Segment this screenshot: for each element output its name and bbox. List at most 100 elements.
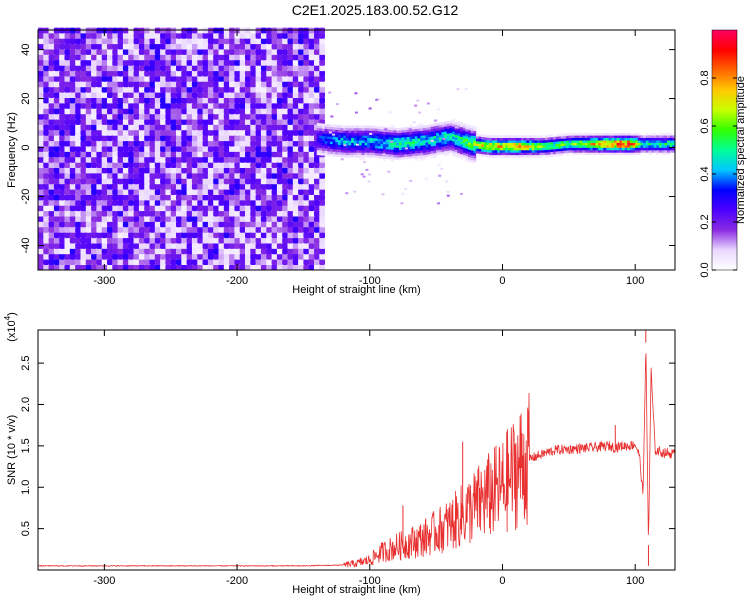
signal-cell [468, 125, 471, 128]
noise-cell [48, 156, 55, 163]
signal-cell [470, 133, 474, 136]
noise-cell [144, 119, 150, 125]
signal-cell [404, 154, 408, 157]
noise-cell [245, 103, 251, 109]
noise-cell [85, 200, 92, 206]
noise-cell [43, 108, 49, 115]
noise-cell [170, 54, 177, 61]
noise-cell [260, 38, 267, 45]
signal-cell [396, 130, 400, 134]
noise-cell [260, 65, 267, 72]
signal-cell [603, 132, 607, 136]
signal-cell [653, 135, 657, 138]
signal-cell [518, 135, 522, 138]
noise-cell [133, 65, 140, 72]
signal-cell [409, 124, 413, 127]
noise-cell [260, 92, 267, 98]
noise-cell [154, 108, 161, 115]
noise-cell [80, 59, 87, 66]
noise-cell [154, 92, 161, 98]
signal-cell [332, 141, 336, 145]
signal-cell [377, 155, 381, 159]
noise-cell [207, 167, 214, 174]
noise-cell [181, 237, 187, 244]
noise-cell [96, 103, 103, 109]
noise-cell [234, 221, 241, 228]
noise-cell [207, 65, 214, 72]
signal-cell [428, 124, 432, 128]
noise-cell [287, 264, 294, 271]
signal-cell [558, 136, 562, 139]
signal-cell [579, 135, 583, 138]
noise-cell [298, 248, 304, 255]
noise-cell [107, 124, 113, 131]
signal-cell [452, 143, 456, 147]
noise-cell [298, 205, 304, 212]
signal-cell [571, 147, 575, 151]
signal-cell [672, 150, 676, 153]
signal-cell [627, 145, 631, 148]
signal-cell [523, 140, 527, 143]
signal-cell [648, 140, 652, 143]
noise-cell [260, 97, 267, 104]
signal-cell [367, 150, 371, 153]
noise-cell [314, 59, 320, 66]
signal-cell [420, 138, 424, 141]
noise-cell [144, 167, 150, 174]
signal-cell [457, 145, 461, 149]
signal-cell [494, 135, 498, 138]
noise-cell [207, 173, 214, 179]
noise-cell [218, 135, 225, 142]
signal-cell [499, 140, 503, 143]
signal-cell [364, 130, 368, 134]
noise-cell [43, 151, 49, 158]
signal-cell [322, 140, 325, 144]
noise-cell [80, 76, 87, 82]
noise-cell [59, 76, 65, 82]
signal-cell [417, 155, 421, 159]
noise-cell [133, 113, 140, 120]
noise-cell [276, 205, 283, 212]
noise-cell [91, 183, 97, 190]
noise-cell [107, 135, 113, 142]
signal-cell [491, 150, 495, 153]
noise-cell [138, 237, 145, 244]
signal-cell [385, 136, 389, 140]
noise-cell [138, 54, 145, 61]
noise-cell [298, 59, 304, 66]
noise-cell [128, 76, 134, 82]
signal-cell [401, 156, 405, 160]
signal-cell [444, 133, 448, 137]
signal-cell [406, 156, 410, 160]
noise-cell [128, 253, 134, 260]
signal-cell [645, 132, 649, 136]
signal-cell [367, 125, 371, 129]
noise-cell [303, 151, 310, 158]
signal-cell [621, 137, 625, 141]
noise-cell [298, 178, 304, 185]
signal-cell [497, 145, 501, 148]
noise-cell [255, 146, 262, 152]
noise-cell [255, 226, 262, 233]
noise-cell [170, 92, 177, 98]
signal-cell [385, 156, 389, 160]
noise-cell [154, 189, 161, 195]
signal-cell [563, 150, 567, 154]
noise-cell [85, 49, 92, 55]
signal-cell [645, 147, 649, 151]
signal-cell [526, 145, 530, 148]
noise-cell [223, 65, 230, 72]
signal-cell [473, 128, 477, 132]
noise-cell [229, 113, 235, 120]
noise-cell [165, 264, 172, 271]
noise-cell [186, 205, 193, 212]
noise-cell [271, 108, 278, 115]
noise-cell [207, 183, 214, 190]
noise-cell [223, 54, 230, 61]
snr-y-tick-label: 0.5 [20, 521, 32, 536]
noise-cell [85, 70, 92, 77]
noise-cell [308, 167, 315, 174]
noise-cell [276, 81, 283, 88]
noise-cell [96, 135, 103, 142]
signal-cell [343, 132, 347, 136]
